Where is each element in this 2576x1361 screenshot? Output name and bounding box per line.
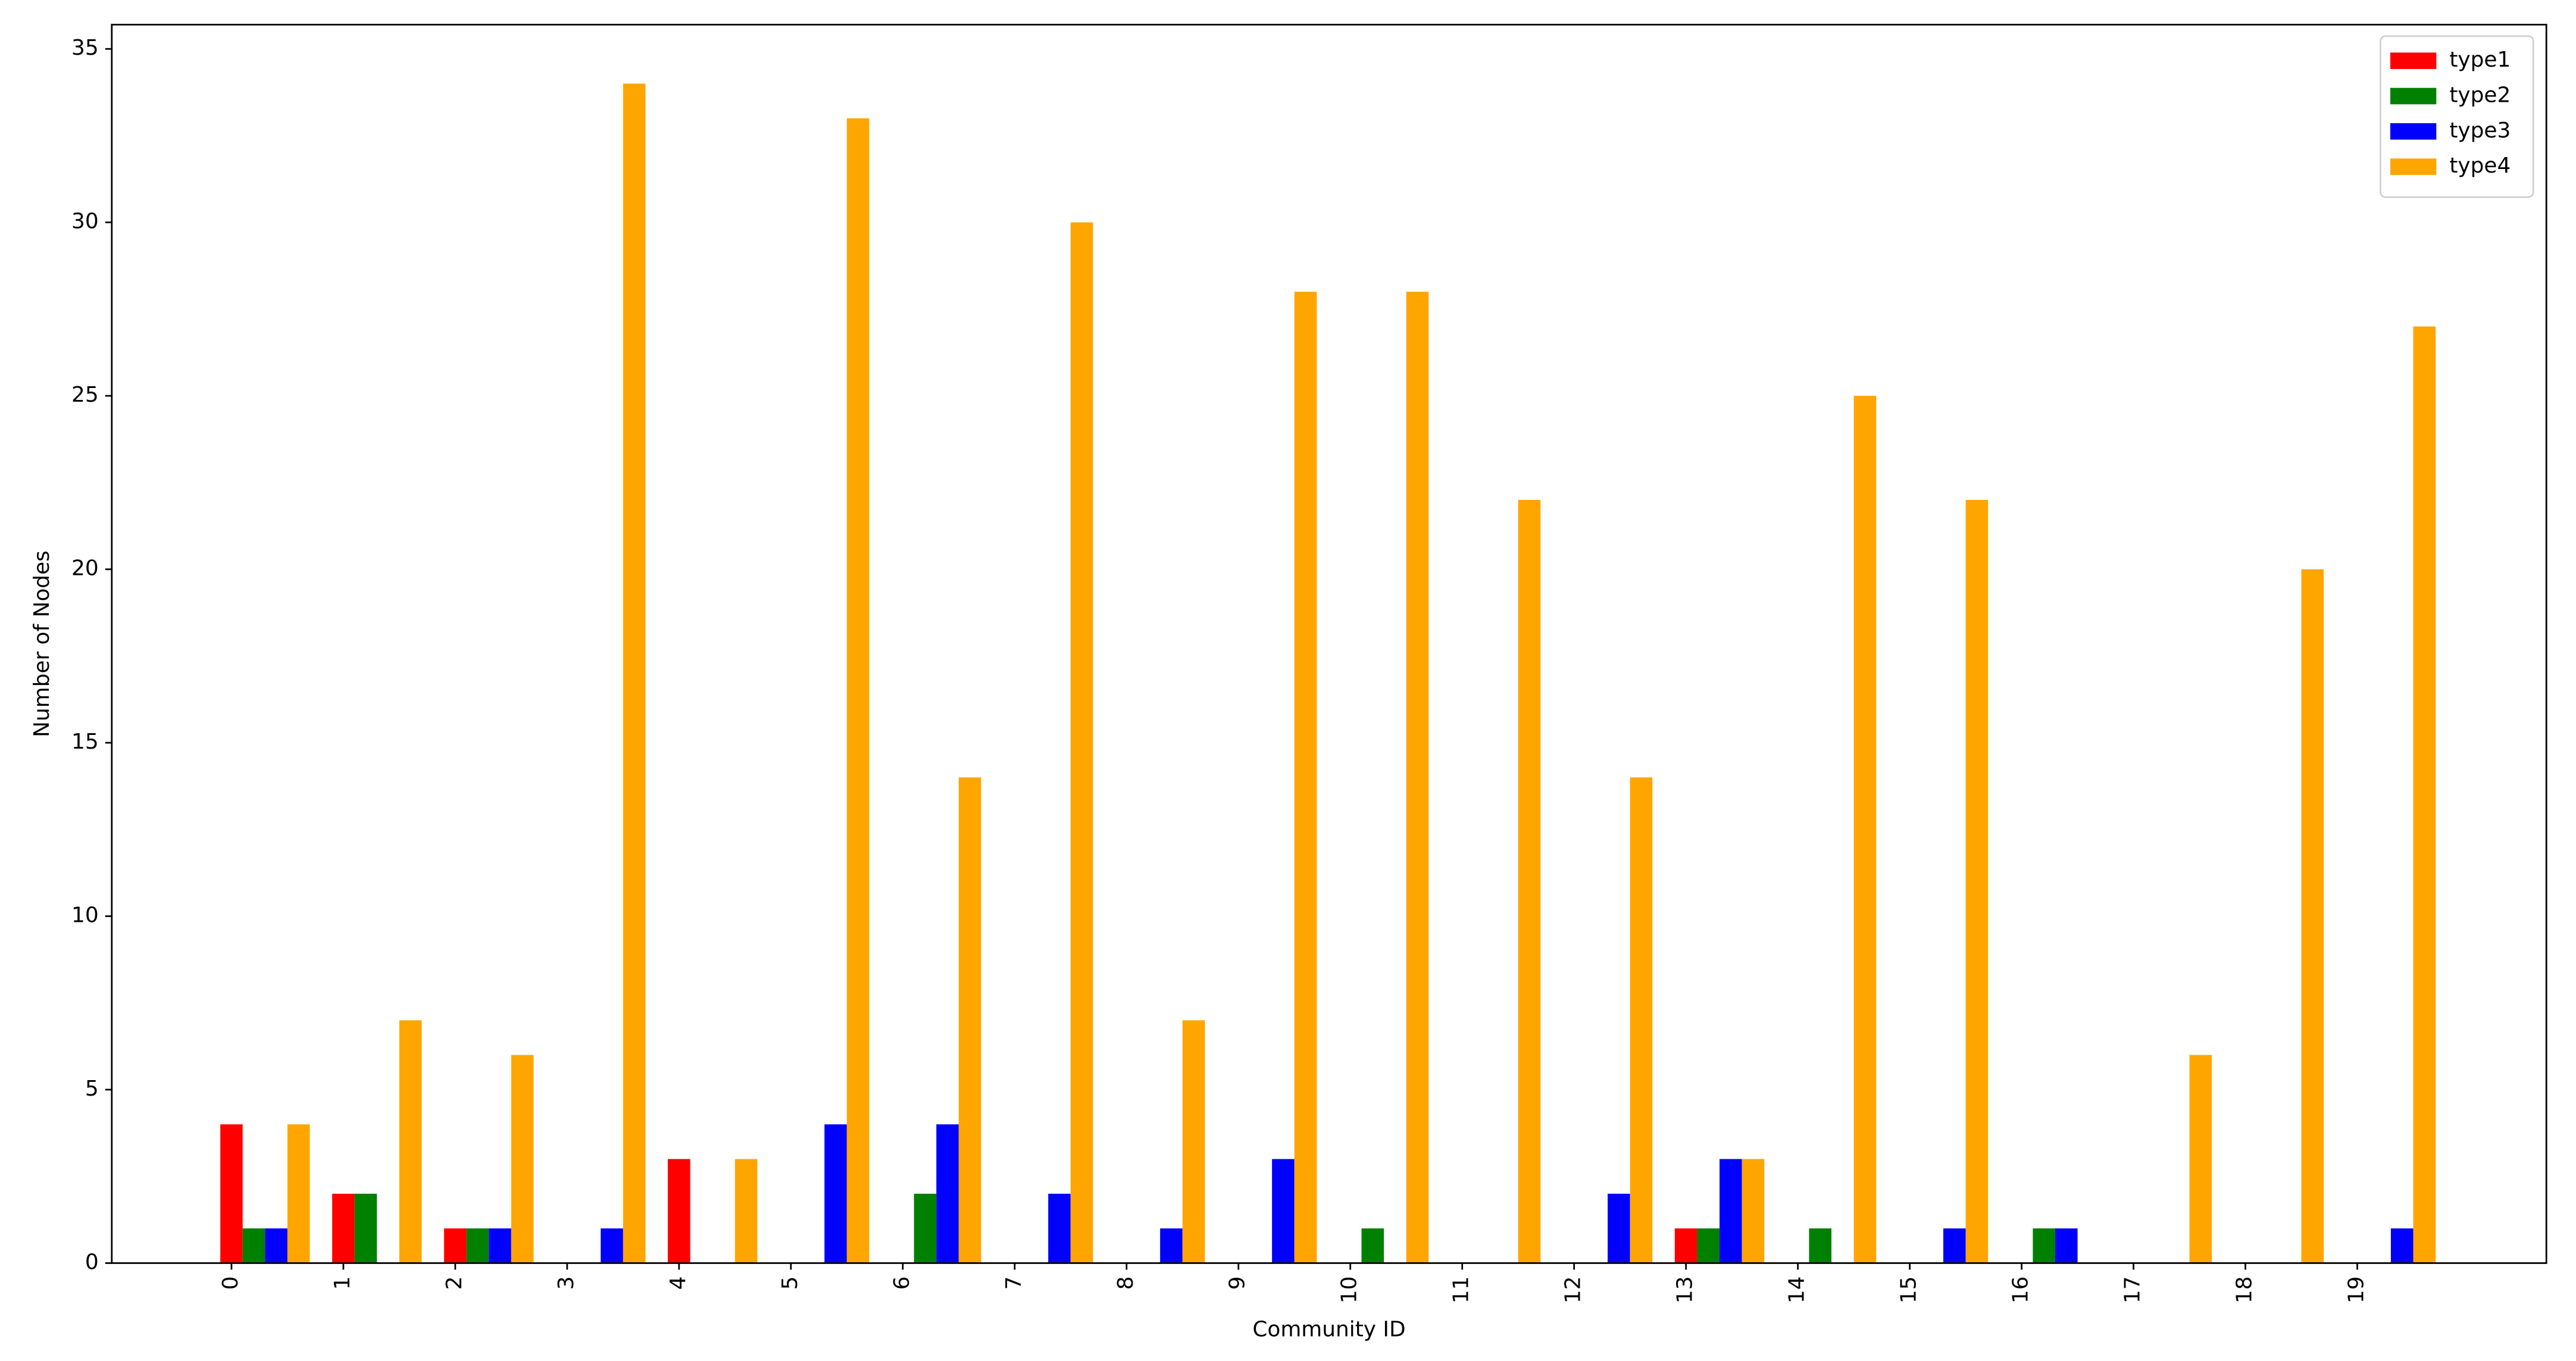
bar — [1182, 1020, 1205, 1263]
bar — [399, 1020, 422, 1263]
bar — [242, 1228, 265, 1263]
bar — [1160, 1228, 1183, 1263]
x-tick-label: 19 — [2344, 1276, 2369, 1304]
y-tick-label: 5 — [85, 1077, 99, 1101]
y-tick-label: 35 — [71, 36, 99, 60]
legend-box — [2380, 35, 2534, 198]
bar — [1406, 292, 1429, 1263]
legend-label: type2 — [2449, 83, 2511, 107]
bar — [846, 118, 870, 1263]
x-tick-label: 13 — [1673, 1276, 1697, 1304]
bar — [2390, 1228, 2414, 1263]
x-tick-label: 0 — [218, 1276, 243, 1290]
bar — [958, 777, 981, 1263]
bar — [1943, 1228, 1966, 1263]
y-tick-label: 0 — [85, 1250, 99, 1274]
x-tick-label: 15 — [1897, 1276, 1921, 1304]
x-tick-label: 8 — [1114, 1276, 1138, 1290]
bar — [220, 1124, 243, 1263]
bar — [444, 1228, 467, 1263]
bar — [2033, 1228, 2055, 1263]
bar — [914, 1193, 937, 1263]
x-tick-label: 3 — [554, 1276, 579, 1290]
x-tick-label: 4 — [666, 1276, 690, 1290]
x-tick-label: 2 — [442, 1276, 467, 1290]
y-axis-label: Number of Nodes — [30, 550, 54, 737]
bar — [1697, 1228, 1720, 1263]
x-tick-label: 18 — [2233, 1276, 2257, 1304]
bar — [1518, 500, 1541, 1263]
bar — [332, 1193, 355, 1263]
bar — [936, 1124, 959, 1263]
x-tick-label: 9 — [1226, 1276, 1250, 1290]
x-tick-label: 6 — [890, 1276, 914, 1290]
bar — [1070, 222, 1093, 1263]
bar — [2301, 569, 2324, 1263]
y-tick-label: 10 — [71, 903, 99, 928]
bar — [1272, 1159, 1295, 1263]
legend-label: type3 — [2449, 118, 2511, 143]
bar — [824, 1124, 847, 1263]
y-tick-label: 30 — [71, 209, 99, 234]
bar — [1361, 1228, 1384, 1263]
x-tick-label: 16 — [2009, 1276, 2033, 1304]
y-tick-label: 25 — [71, 383, 99, 407]
bar — [265, 1228, 287, 1263]
bar — [466, 1228, 489, 1263]
x-tick-label: 12 — [1561, 1276, 1586, 1304]
bar — [668, 1159, 690, 1263]
x-tick-label: 14 — [1785, 1276, 1809, 1304]
bar — [2189, 1055, 2212, 1263]
bar — [489, 1228, 511, 1263]
bar — [601, 1228, 623, 1263]
legend-swatch — [2390, 158, 2437, 175]
bar — [734, 1159, 758, 1263]
y-tick-label: 20 — [71, 556, 99, 581]
bar — [1294, 292, 1317, 1263]
bar — [1048, 1193, 1071, 1263]
bar — [1630, 777, 1653, 1263]
bar — [287, 1124, 310, 1263]
legend-swatch — [2390, 123, 2437, 140]
x-tick-label: 5 — [778, 1276, 802, 1290]
bar — [2413, 326, 2436, 1263]
bar — [1853, 396, 1877, 1263]
legend-label: type1 — [2449, 48, 2511, 72]
plot-frame — [111, 24, 2547, 1264]
legend-label: type4 — [2449, 154, 2511, 178]
y-tick-label: 15 — [71, 730, 99, 754]
bar — [354, 1193, 377, 1263]
bar — [1608, 1193, 1630, 1263]
x-tick-label: 17 — [2121, 1276, 2145, 1304]
bar — [1965, 500, 1989, 1263]
bar — [511, 1055, 534, 1263]
x-tick-label: 7 — [1002, 1276, 1026, 1290]
bar — [2055, 1228, 2078, 1263]
x-tick-label: 1 — [330, 1276, 355, 1290]
legend-swatch — [2390, 87, 2437, 105]
x-axis-label: Community ID — [1252, 1318, 1405, 1342]
bar — [1720, 1159, 1742, 1263]
bar — [1809, 1228, 1832, 1263]
x-tick-label: 10 — [1337, 1276, 1362, 1304]
bar — [623, 83, 646, 1263]
x-tick-label: 11 — [1449, 1276, 1474, 1304]
bar — [1674, 1228, 1697, 1263]
bar — [1742, 1159, 1765, 1263]
legend-swatch — [2390, 52, 2437, 69]
